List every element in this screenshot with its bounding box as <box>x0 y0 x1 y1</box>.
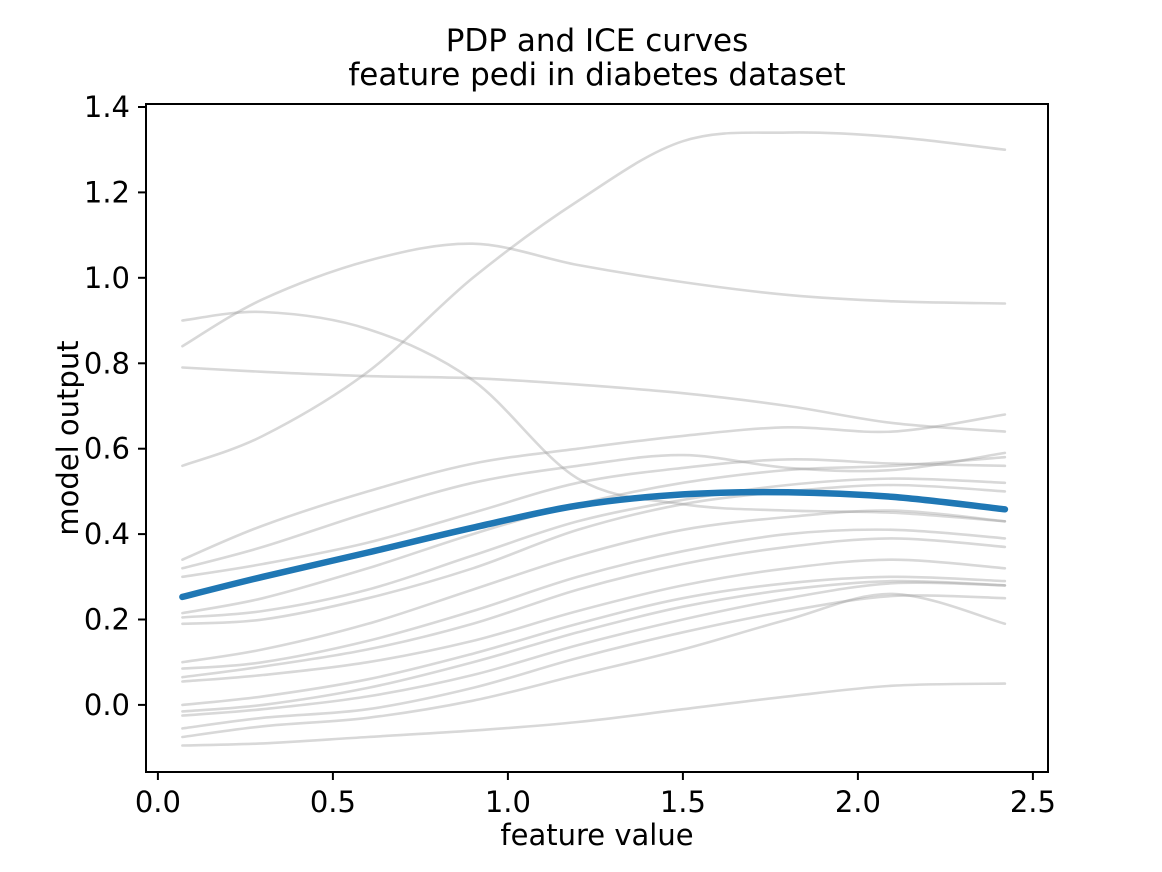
y-tick-label: 1.2 <box>84 175 130 209</box>
x-tick-label: 1.0 <box>485 785 531 819</box>
ice-curve <box>181 528 1007 670</box>
ice-curve <box>181 581 1007 717</box>
y-tick-label: 0.8 <box>84 346 130 380</box>
ice-curve <box>181 592 1007 739</box>
ice-curve <box>181 558 1007 683</box>
ice-curve <box>181 682 1007 747</box>
x-tick-label: 0.0 <box>135 785 181 819</box>
ice-curve <box>181 242 1007 348</box>
y-tick-label: 1.4 <box>84 90 130 124</box>
ice-curve <box>181 477 1007 619</box>
y-tick-label: 1.0 <box>84 261 130 295</box>
y-tick-label: 0.6 <box>84 432 130 466</box>
ice-curve <box>181 131 1007 468</box>
x-tick-label: 2.5 <box>1010 785 1056 819</box>
y-tick-label: 0.0 <box>84 688 130 722</box>
ice-curve <box>181 413 1007 561</box>
ice-curve <box>181 579 1007 713</box>
y-axis-label: model output <box>51 340 85 536</box>
axes-spines <box>145 103 1049 773</box>
x-tick-label: 2.0 <box>835 785 881 819</box>
ice-curve <box>181 537 1007 679</box>
y-tick-label: 0.2 <box>84 603 130 637</box>
chart-title-line1: PDP and ICE curves <box>445 23 749 59</box>
ice-curve <box>181 451 1007 570</box>
x-axis-label: feature value <box>500 818 694 852</box>
ice-curve <box>181 457 1007 579</box>
y-tick-label: 0.4 <box>84 517 130 551</box>
pdp-curve <box>179 488 1009 601</box>
ice-curve <box>181 594 1007 730</box>
chart-title: PDP and ICE curves feature pedi in diabe… <box>146 24 1048 92</box>
ice-curve <box>181 366 1007 433</box>
ice-curve <box>181 483 1007 626</box>
x-tick-label: 0.5 <box>310 785 356 819</box>
ice-curve <box>181 310 1007 523</box>
ice-curve <box>181 509 1007 664</box>
x-tick-label: 1.5 <box>660 785 706 819</box>
chart-title-line2: feature pedi in diabetes dataset <box>348 57 846 93</box>
ice-curve <box>181 575 1007 707</box>
